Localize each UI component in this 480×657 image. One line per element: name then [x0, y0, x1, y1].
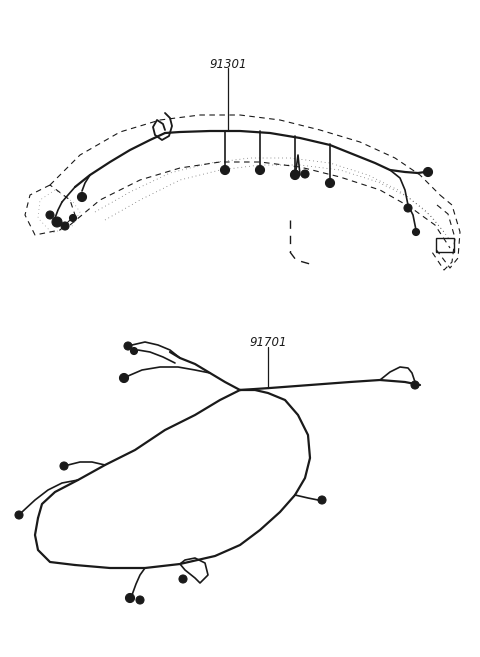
- Circle shape: [15, 511, 23, 519]
- Circle shape: [325, 179, 335, 187]
- FancyBboxPatch shape: [436, 238, 454, 252]
- Circle shape: [290, 171, 300, 179]
- Circle shape: [291, 170, 299, 178]
- Text: 91301: 91301: [209, 58, 247, 71]
- Circle shape: [120, 373, 129, 382]
- Circle shape: [61, 222, 69, 230]
- Circle shape: [179, 575, 187, 583]
- Circle shape: [318, 496, 326, 504]
- Circle shape: [411, 381, 419, 389]
- Circle shape: [136, 596, 144, 604]
- Circle shape: [255, 166, 264, 175]
- Circle shape: [131, 348, 137, 355]
- Circle shape: [404, 204, 412, 212]
- Circle shape: [125, 593, 134, 602]
- Circle shape: [301, 170, 309, 178]
- Circle shape: [77, 193, 86, 202]
- Circle shape: [70, 214, 76, 221]
- Circle shape: [220, 166, 229, 175]
- Circle shape: [52, 217, 62, 227]
- Circle shape: [124, 342, 132, 350]
- Text: 91701: 91701: [249, 336, 287, 349]
- Circle shape: [412, 229, 420, 235]
- Circle shape: [60, 462, 68, 470]
- Circle shape: [423, 168, 432, 177]
- Circle shape: [46, 211, 54, 219]
